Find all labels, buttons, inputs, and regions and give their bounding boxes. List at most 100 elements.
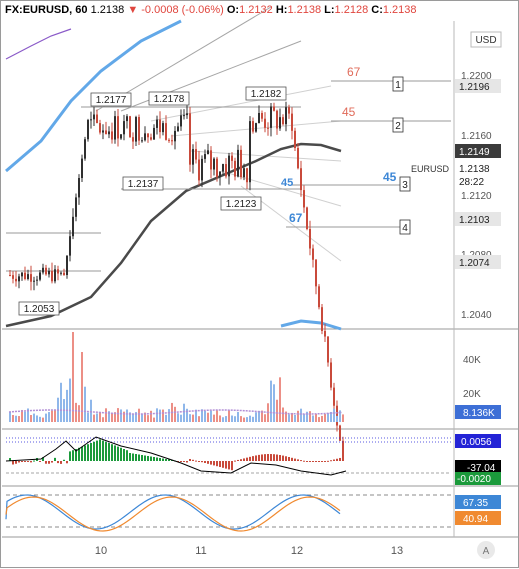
candle-body [201,158,203,181]
candle-body [156,119,158,128]
level-marker-box [392,76,404,92]
macd-histogram-bar [150,456,152,461]
volume-bar [162,409,164,422]
volume-axis[interactable]: 40K 20K 8.136K [455,355,501,419]
macd-histogram-bar [282,455,284,461]
volume-bar [294,415,296,422]
level-label: 45 [342,105,356,119]
candle-body [18,276,20,282]
macd-histogram-bar [90,443,92,461]
candle-body [258,112,260,124]
candle-body [234,160,236,177]
macd-histogram-bar [105,441,107,461]
candle-body [21,272,23,277]
volume-bar [21,409,23,422]
macd-histogram-bar [66,461,68,464]
candle-body [138,117,140,141]
time-axis[interactable]: 10 11 12 13 A [95,541,495,559]
candle-body [132,137,134,142]
macd-histogram-bar [156,457,158,461]
candle-body [231,155,233,161]
candle-body [36,279,38,281]
candle-body [111,131,113,140]
price-callout-box [90,92,132,107]
candle-body [297,148,299,169]
volume-value-label [455,405,501,419]
macd-histogram-bar [60,461,62,464]
volume-bar [24,411,26,422]
currency-badge[interactable] [470,31,502,48]
candle-body [177,126,179,131]
candle-body [240,149,242,178]
volume-bar [159,409,161,422]
volume-bar [270,380,272,422]
volume-bar [273,384,275,422]
macd-histogram-bar [18,461,20,463]
currency-label: USD [475,35,496,46]
macd-histogram-bar [261,454,263,461]
candle-body [153,127,155,140]
price-callout-box [220,196,262,211]
low-label: L: [324,4,335,16]
stochastic-axis[interactable]: 67.35 40.94 [455,495,501,525]
macd-histogram-bar [54,457,56,461]
candle-body [246,168,248,183]
macd-histogram-bar [120,447,122,461]
macd-histogram-bar [303,460,305,462]
candle-body [273,106,275,111]
volume-bar [189,414,191,422]
candle-body [282,117,284,125]
volume-bar [108,411,110,422]
volume-bar [84,386,86,422]
price-callout-text: 1.2123 [226,199,257,210]
macd-histogram-bar [57,461,59,464]
moving-average-line [5,142,342,328]
macd-axis[interactable]: 0.0056 -37.04 -0.0020 [455,434,501,485]
stochastic-pane[interactable] [5,494,451,532]
volume-bar [222,417,224,422]
candle-body [42,267,44,273]
price-pane[interactable]: 1.2177 1.2178 1.2182 1.2137 1.2123 1.2053 EURU… [5,6,451,461]
volume-bar [111,413,113,422]
candle-body [216,158,218,177]
volume-bar [255,412,257,422]
volume-tick: 20K [463,389,481,400]
volume-bar [261,410,263,422]
macd-histogram-bar [153,457,155,461]
macd-histogram-bar [294,458,296,461]
macd-histogram-bar [291,457,293,461]
stoch-k-line [5,494,341,530]
macd-histogram-bar [78,447,80,461]
macd-value-text: 0.0056 [461,437,492,448]
candle-body [78,178,80,198]
volume-pane[interactable] [8,332,344,422]
macd-value-label [455,434,501,448]
volume-bar [312,415,314,422]
candle-body [336,405,338,426]
price-axis[interactable]: USD 1.2200 1.2160 1.2120 1.2080 1.2040 1… [455,31,502,321]
candle-body [270,106,272,128]
volume-bar [147,415,149,422]
open-label: O: [226,4,240,16]
price-tick: 1.2040 [461,310,492,321]
macd-histogram-bar [138,454,140,461]
candle-body [129,116,131,138]
macd-pane[interactable] [5,436,451,476]
candle-body [303,190,305,208]
price-change: -0.0008 (-0.06%) [141,4,224,16]
macd-histogram-bar [276,454,278,461]
macd-histogram-bar [333,459,335,461]
level-label: 67 [347,65,361,79]
price-callout-text: 1.2177 [96,95,127,106]
candle-body [237,149,239,177]
macd-histogram-bar [192,459,194,461]
volume-bar [114,412,116,422]
macd-hist-text: -0.0020 [457,474,491,485]
macd-histogram-bar [225,461,227,469]
macd-histogram-bar [222,461,224,468]
macd-histogram-bar [84,445,86,461]
macd-histogram-bar [102,440,104,461]
auto-scale-button[interactable] [477,541,495,559]
